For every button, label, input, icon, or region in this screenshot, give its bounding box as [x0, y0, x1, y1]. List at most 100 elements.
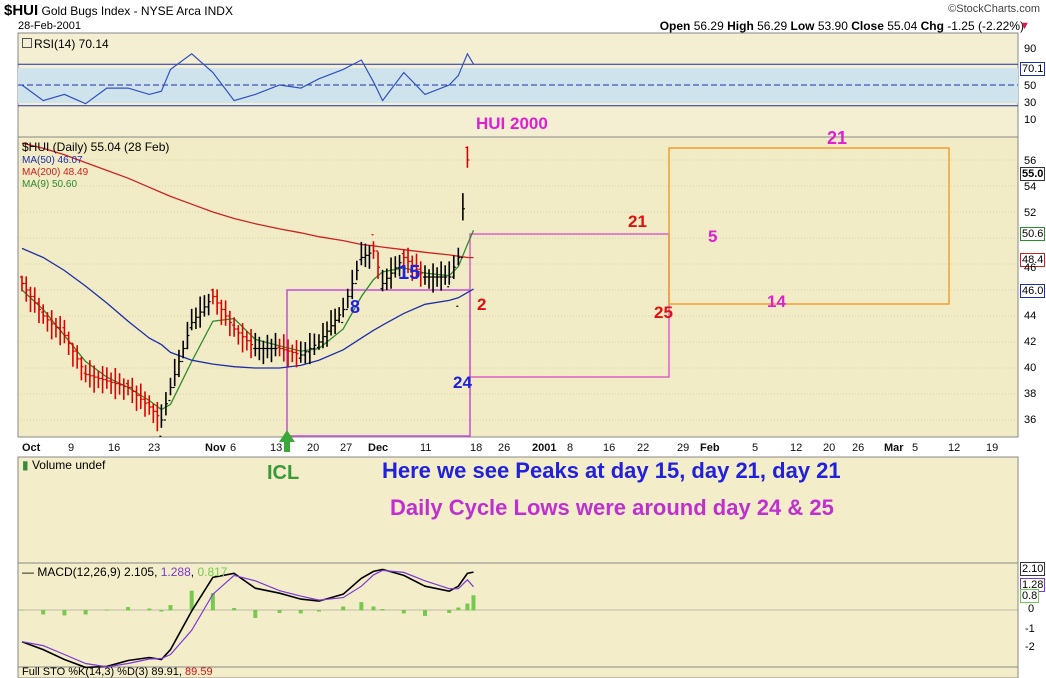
ma-line-ma50: [21, 247, 474, 369]
x-axis-tick-label: 23: [148, 442, 160, 454]
cycle-label-24: 24: [453, 373, 472, 392]
rsi-tick-30: 30: [1024, 97, 1037, 109]
source-credit: ©StockCharts.com: [948, 3, 1040, 15]
open-value: 56.29: [693, 19, 724, 33]
header-title-row: $HUI Gold Bugs Index - NYSE Arca INDX: [4, 2, 233, 19]
low-value: 53.90: [817, 19, 848, 33]
high-value: 56.29: [757, 19, 788, 33]
axis-labels: Oct 9 16 23 Nov 6 13 20 27 Dec 11 18 26 2001 8 16 22 29 Fe…: [22, 442, 998, 454]
macd-tick-0: 0: [1028, 603, 1035, 615]
y-tick-ma200: 48.4: [1020, 253, 1046, 267]
y-tick-40: 40: [1024, 362, 1037, 374]
macd-histogram-bar: [359, 602, 364, 611]
x-axis-tick-label: Oct: [22, 442, 41, 454]
y-tick-ma50: 46.0: [1020, 284, 1046, 298]
chart-date: 28-Feb-2001: [18, 20, 81, 32]
macd-histogram-bar: [104, 609, 109, 611]
cycle-label-5: 5: [708, 227, 718, 246]
macd-tick-hist: 0.8: [1020, 589, 1040, 603]
x-axis-tick-label: 11: [420, 442, 431, 454]
x-axis-tick-label: 9: [68, 442, 74, 454]
volume-label: ▮ Volume undef: [22, 458, 105, 472]
open-label: Open: [659, 19, 691, 33]
volume-bars-icon: ▮: [22, 458, 29, 472]
y-tick-44: 44: [1024, 310, 1037, 322]
macd-line: [21, 568, 474, 669]
ma-line-ma200: [21, 142, 474, 259]
cycle-label-25: 25: [654, 303, 673, 322]
macd-histogram-bar: [126, 607, 131, 611]
cycle-label-8: 8: [350, 297, 361, 317]
price-bars: [20, 146, 470, 437]
legend-ma50: MA(50) 46.07: [22, 155, 83, 166]
rsi-tick-70: 70.1: [1020, 62, 1046, 76]
cycle-label-21a: 21: [628, 212, 647, 231]
y-tick-ma9: 50.6: [1020, 227, 1046, 241]
chart-annotation-title: HUI 2000: [476, 114, 548, 133]
macd-tick-neg1: -1: [1025, 623, 1035, 635]
macd-histogram-bar: [371, 606, 376, 611]
x-axis-tick-label: 29: [677, 442, 689, 454]
ticker-symbol: $HUI: [4, 2, 39, 19]
rsi-tick-50: 50: [1024, 80, 1037, 92]
sto-panel: [17, 666, 1019, 678]
macd-tick-neg2: -2: [1025, 641, 1035, 653]
macd-histogram-bar: [253, 610, 258, 618]
cycle-box-2: [469, 233, 670, 378]
x-axis-tick-label: 26: [852, 442, 864, 454]
chg-label: Chg: [920, 19, 944, 33]
macd-series: [18, 568, 1018, 669]
rsi-tick-10: 10: [1024, 114, 1037, 126]
volume-label-text: Volume undef: [31, 458, 106, 472]
macd-histogram-bar: [210, 593, 215, 611]
macd-histogram-bar: [41, 610, 46, 615]
macd-panel: [17, 562, 1019, 668]
icl-label: ICL: [267, 462, 300, 484]
macd-histogram-bar: [147, 608, 152, 611]
annotation-cycle-lows: Daily Cycle Lows were around day 24 & 25: [390, 495, 834, 520]
macd-label: — MACD(12,26,9) 2.105, 1.288, 0.817: [22, 565, 228, 579]
y-tick-56: 56: [1024, 155, 1037, 167]
index-name: Gold Bugs Index - NYSE Arca INDX: [41, 4, 233, 18]
macd-hist-value: 0.817: [197, 565, 228, 579]
x-axis-tick-label: 20: [307, 442, 319, 454]
down-triangle-icon: ▼: [1019, 20, 1030, 32]
macd-histogram-bar: [422, 610, 427, 616]
x-axis-tick-label: 12: [790, 442, 802, 454]
cycle-boxes: [286, 147, 950, 437]
macd-histogram-bar: [232, 608, 237, 611]
macd-histogram-bar: [401, 610, 406, 614]
high-label: High: [727, 19, 754, 33]
close-value: 55.04: [887, 19, 918, 33]
x-axis-tick-label: Dec: [368, 442, 388, 454]
y-tick-38: 38: [1024, 388, 1037, 400]
y-tick-48: 46: [1024, 262, 1037, 274]
macd-histogram-bar: [168, 605, 173, 611]
legend-ma200: MA(200) 48.49: [22, 167, 89, 178]
x-axis-tick-label: 16: [108, 442, 120, 454]
cycle-label-2: 2: [477, 295, 487, 314]
macd-histogram-bar: [62, 610, 67, 616]
x-axis-tick-label: Nov: [205, 442, 227, 454]
x-axis-tick-label: 2001: [532, 442, 556, 454]
macd-histogram-bar: [380, 609, 385, 611]
price-panel: [17, 136, 1019, 438]
macd-histogram-bar: [298, 610, 303, 614]
quote-line: Open 56.29 High 56.29 Low 53.90 Close 55…: [660, 19, 1024, 33]
y-tick-52: 52: [1024, 207, 1037, 219]
x-axis-tick-label: 22: [637, 442, 649, 454]
macd-histogram-bar: [471, 595, 476, 611]
macd-histogram-bar: [189, 590, 194, 611]
y-tick-42: 42: [1024, 336, 1037, 348]
macd-histogram-bar: [465, 603, 470, 611]
cycle-box-3: [668, 147, 950, 305]
rsi-legend-swatch-icon: [22, 38, 32, 48]
macd-histogram-bar: [83, 610, 88, 615]
y-tick-36: 36: [1024, 414, 1037, 426]
macd-histogram-bar: [316, 610, 321, 612]
macd-tick-signal: 1.28: [1020, 578, 1046, 592]
x-axis-tick-label: 26: [498, 442, 510, 454]
rsi-label: RSI(14) 70.14: [22, 37, 109, 51]
macd-histogram-bar: [277, 610, 282, 613]
